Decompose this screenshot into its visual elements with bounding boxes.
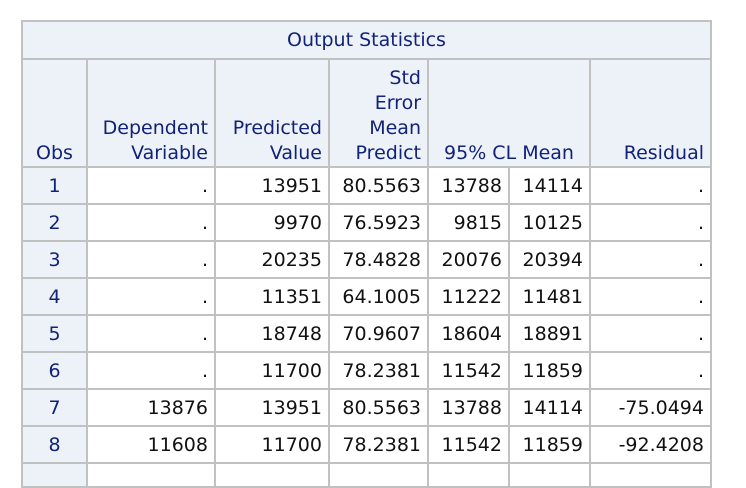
- cell-lower-cl-mean: 11222: [427, 277, 510, 316]
- cell-lower-cl-mean: 13788: [427, 388, 510, 427]
- cell-upper-cl-mean: 11481: [508, 277, 591, 316]
- output-statistics-table-container: Output Statistics Obs Dependent Variable…: [21, 20, 712, 488]
- table-row: 1. 13951 80.5563 13788 14114.: [21, 166, 712, 205]
- cell-upper-cl-mean: 20394: [508, 240, 591, 279]
- table-row-partial: [21, 462, 712, 488]
- cell-std-error-mean-predict: 64.1005: [328, 277, 429, 316]
- cell-dependent-variable: .: [86, 314, 216, 353]
- table-row: 8 11608 11700 78.2381 11542 11859 -92.4208: [21, 425, 712, 464]
- cell-lower-cl-mean: 18604: [427, 314, 510, 353]
- cell-dependent-variable: 11608: [86, 425, 216, 464]
- cell-dependent-variable: .: [86, 240, 216, 279]
- cell-obs: 1: [21, 166, 88, 205]
- table-row: 6. 11700 78.2381 11542 11859.: [21, 351, 712, 390]
- header-stderr-line-2: Error: [374, 92, 421, 114]
- header-stderr-line-4: Predict: [355, 142, 421, 164]
- cell-residual: .: [589, 277, 712, 316]
- cell-obs-empty: [21, 462, 88, 488]
- cell-std-error-mean-predict: 78.2381: [328, 425, 429, 464]
- cell-residual-empty: [589, 462, 712, 488]
- header-obs: Obs: [21, 58, 88, 168]
- cell-lower-cl-mean: 11542: [427, 425, 510, 464]
- header-std-error-mean-predict: Std Error Mean Predict: [328, 58, 429, 168]
- cell-upper-cl-mean: 10125: [508, 203, 591, 242]
- cell-dependent-variable-empty: [86, 462, 216, 488]
- cell-obs: 6: [21, 351, 88, 390]
- cell-std-error-mean-predict: 78.2381: [328, 351, 429, 390]
- cell-residual: .: [589, 351, 712, 390]
- table-row: 2. 9970 76.5923 9815 10125.: [21, 203, 712, 242]
- cell-std-error-mean-predict-empty: [328, 462, 429, 488]
- header-predicted-value: Predicted Value: [214, 58, 330, 168]
- header-95-cl-mean: 95% CL Mean: [427, 58, 591, 168]
- cell-predicted-value: 18748: [214, 314, 330, 353]
- cell-upper-cl-mean: 14114: [508, 388, 591, 427]
- cell-std-error-mean-predict: 76.5923: [328, 203, 429, 242]
- cell-residual: -92.4208: [589, 425, 712, 464]
- table-body: 1. 13951 80.5563 13788 14114. 2. 9970 76.5923 98…: [21, 166, 712, 488]
- cell-dependent-variable: .: [86, 203, 216, 242]
- header-stderr-line-1: Std: [389, 67, 421, 89]
- cell-predicted-value: 11700: [214, 425, 330, 464]
- cell-residual: .: [589, 166, 712, 205]
- header-dependent-variable: Dependent Variable: [86, 58, 216, 168]
- output-statistics-table: Output Statistics Obs Dependent Variable…: [21, 20, 712, 488]
- cell-obs: 2: [21, 203, 88, 242]
- cell-lower-cl-mean: 13788: [427, 166, 510, 205]
- cell-dependent-variable: .: [86, 351, 216, 390]
- header-dependent-line-1: Dependent: [102, 117, 208, 139]
- header-predicted-line-2: Value: [269, 142, 322, 164]
- cell-obs: 4: [21, 277, 88, 316]
- cell-lower-cl-mean: 9815: [427, 203, 510, 242]
- cell-predicted-value-empty: [214, 462, 330, 488]
- table-row: 7 13876 13951 80.5563 13788 14114 -75.0494: [21, 388, 712, 427]
- table-row: 4. 11351 64.1005 11222 11481.: [21, 277, 712, 316]
- cell-residual: .: [589, 203, 712, 242]
- cell-dependent-variable: .: [86, 166, 216, 205]
- header-predicted-line-1: Predicted: [232, 117, 322, 139]
- table-row: 5. 18748 70.9607 18604 18891.: [21, 314, 712, 353]
- cell-predicted-value: 11700: [214, 351, 330, 390]
- cell-lower-cl-mean-empty: [427, 462, 510, 488]
- cell-std-error-mean-predict: 78.4828: [328, 240, 429, 279]
- cell-residual: -75.0494: [589, 388, 712, 427]
- cell-std-error-mean-predict: 70.9607: [328, 314, 429, 353]
- cell-obs: 8: [21, 425, 88, 464]
- cell-predicted-value: 9970: [214, 203, 330, 242]
- cell-predicted-value: 13951: [214, 166, 330, 205]
- cell-std-error-mean-predict: 80.5563: [328, 166, 429, 205]
- cell-residual: .: [589, 314, 712, 353]
- cell-predicted-value: 11351: [214, 277, 330, 316]
- header-dependent-line-2: Variable: [131, 142, 208, 164]
- cell-dependent-variable: 13876: [86, 388, 216, 427]
- cell-lower-cl-mean: 11542: [427, 351, 510, 390]
- cell-upper-cl-mean: 11859: [508, 425, 591, 464]
- cell-upper-cl-mean-empty: [508, 462, 591, 488]
- cell-predicted-value: 20235: [214, 240, 330, 279]
- cell-residual: .: [589, 240, 712, 279]
- table-row: 3. 20235 78.4828 20076 20394.: [21, 240, 712, 279]
- table-title: Output Statistics: [21, 20, 712, 60]
- header-stderr-line-3: Mean: [369, 117, 421, 139]
- cell-lower-cl-mean: 20076: [427, 240, 510, 279]
- cell-dependent-variable: .: [86, 277, 216, 316]
- cell-obs: 7: [21, 388, 88, 427]
- cell-obs: 3: [21, 240, 88, 279]
- cell-upper-cl-mean: 18891: [508, 314, 591, 353]
- cell-std-error-mean-predict: 80.5563: [328, 388, 429, 427]
- cell-predicted-value: 13951: [214, 388, 330, 427]
- header-residual: Residual: [589, 58, 712, 168]
- cell-obs: 5: [21, 314, 88, 353]
- cell-upper-cl-mean: 11859: [508, 351, 591, 390]
- cell-upper-cl-mean: 14114: [508, 166, 591, 205]
